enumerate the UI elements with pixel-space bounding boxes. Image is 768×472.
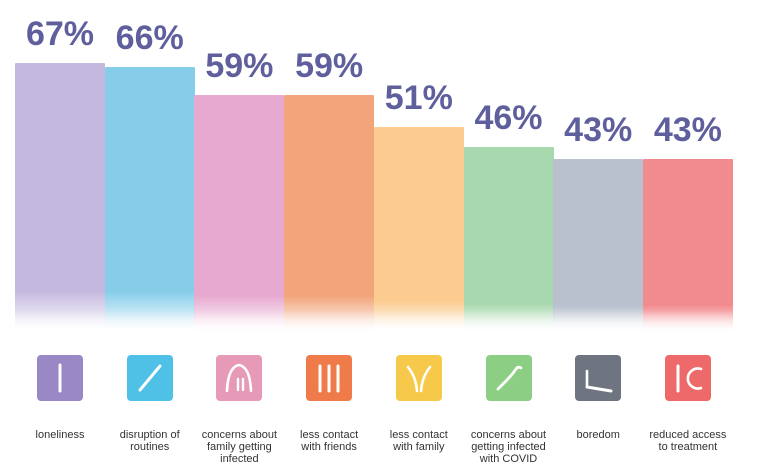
category-label-line: routines bbox=[130, 441, 170, 453]
value-label: 43% bbox=[653, 111, 722, 149]
arch-figures-icon bbox=[216, 355, 263, 401]
category-label-line: less contact bbox=[300, 429, 359, 441]
bar-6 bbox=[463, 147, 554, 333]
value-label: 59% bbox=[295, 47, 364, 85]
bar-3 bbox=[194, 95, 285, 333]
category-label-line: concerns about bbox=[470, 429, 547, 441]
value-label: 67% bbox=[25, 15, 95, 53]
category-label-line: concerns about bbox=[201, 429, 277, 441]
category-label-line: with family bbox=[393, 441, 445, 453]
value-label: 66% bbox=[115, 19, 184, 57]
one-and-circle-icon bbox=[664, 355, 711, 401]
value-label: 59% bbox=[205, 47, 274, 85]
category-label-line: less contact bbox=[389, 429, 448, 441]
category-label-line: getting infected bbox=[471, 441, 546, 453]
category-label-line: with COVID bbox=[479, 453, 538, 465]
category-label: concerns about family getting infected bbox=[194, 429, 284, 465]
category-label: boredom bbox=[553, 429, 643, 441]
bar-8 bbox=[642, 159, 733, 333]
bar-7 bbox=[553, 159, 644, 333]
category-label-line: to treatment bbox=[658, 441, 718, 453]
single-stroke-icon bbox=[37, 355, 83, 401]
value-label: 51% bbox=[384, 79, 453, 117]
category-label-line: with friends bbox=[301, 441, 357, 453]
category-label: disruption of routines bbox=[105, 429, 195, 453]
diverging-strokes-icon bbox=[395, 355, 442, 401]
bar-1 bbox=[15, 63, 105, 333]
category-label-line: reduced access bbox=[649, 429, 727, 441]
category-label-line: loneliness bbox=[35, 429, 85, 441]
bar-4 bbox=[284, 95, 375, 333]
category-label: less contact with friends bbox=[284, 429, 374, 453]
category-label: concerns about getting infected with COVID bbox=[464, 429, 554, 465]
diagonal-stroke-icon bbox=[126, 355, 173, 401]
value-label: 43% bbox=[564, 111, 633, 149]
category-label-line: family getting bbox=[206, 441, 272, 453]
category-label: reduced access to treatment bbox=[643, 429, 733, 453]
category-label-line: disruption of bbox=[119, 429, 180, 441]
category-label-line: boredom bbox=[576, 429, 620, 441]
flat-line-icon bbox=[575, 355, 622, 401]
value-label: 46% bbox=[474, 99, 543, 137]
three-strokes-icon bbox=[306, 355, 353, 401]
bar-5 bbox=[373, 127, 464, 333]
category-label: loneliness bbox=[15, 429, 105, 441]
category-label: less contact with family bbox=[374, 429, 464, 453]
bar-2 bbox=[104, 67, 195, 333]
check-curve-icon bbox=[485, 355, 532, 401]
category-label-line: infected bbox=[220, 453, 259, 465]
